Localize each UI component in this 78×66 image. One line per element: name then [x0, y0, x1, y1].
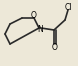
- Text: N: N: [37, 24, 43, 34]
- Text: Cl: Cl: [64, 3, 72, 11]
- Text: O: O: [52, 43, 58, 52]
- Text: O: O: [31, 11, 37, 21]
